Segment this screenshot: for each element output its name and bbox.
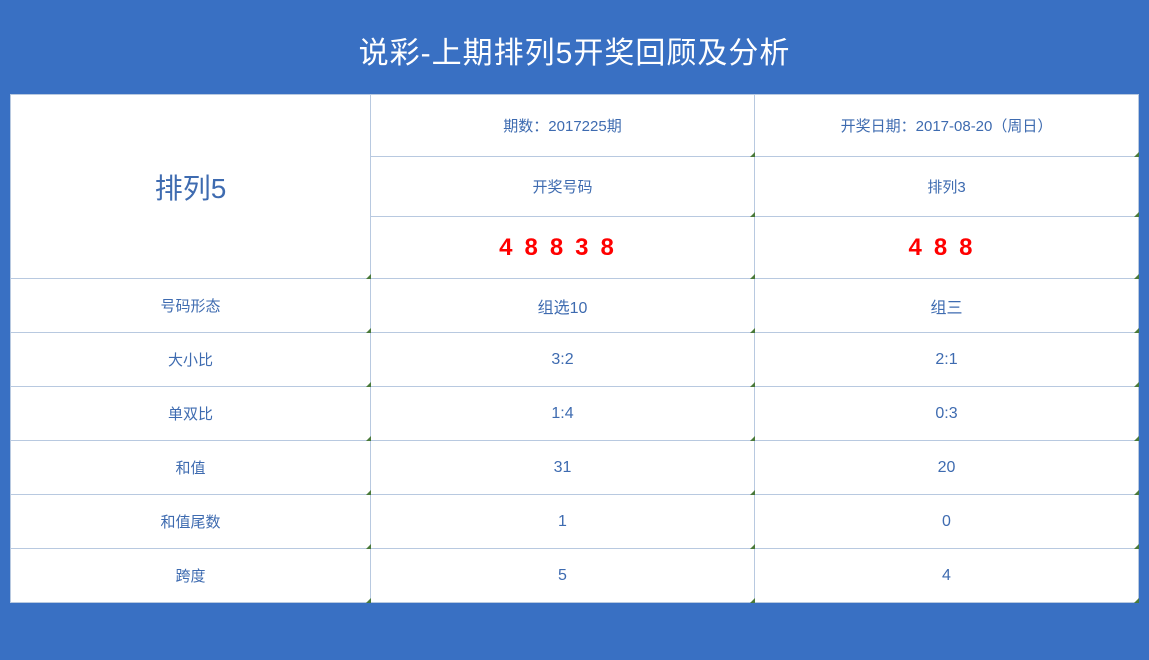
data-row-5: 跨度 5 4 — [11, 549, 1139, 603]
row-label-1: 大小比 — [11, 333, 371, 387]
row-1-col2: 2:1 — [755, 333, 1139, 387]
number-col2: 488 — [755, 217, 1139, 279]
row-label-0: 号码形态 — [11, 279, 371, 333]
row-5-col2: 4 — [755, 549, 1139, 603]
row-2-col2: 0:3 — [755, 387, 1139, 441]
number-col1: 48838 — [371, 217, 755, 279]
data-row-0: 号码形态 组选10 组三 — [11, 279, 1139, 333]
row-2-col1: 1:4 — [371, 387, 755, 441]
data-row-1: 大小比 3:2 2:1 — [11, 333, 1139, 387]
sub-header-col1: 开奖号码 — [371, 157, 755, 217]
data-row-3: 和值 31 20 — [11, 441, 1139, 495]
header-row-1: 排列5 期数：2017225期 开奖日期：2017-08-20（周日） — [11, 95, 1139, 157]
issue-label: 期数： — [503, 118, 548, 135]
row-label-2: 单双比 — [11, 387, 371, 441]
date-label: 开奖日期： — [841, 118, 916, 135]
row-3-col2: 20 — [755, 441, 1139, 495]
data-row-4: 和值尾数 1 0 — [11, 495, 1139, 549]
date-value: 2017-08-20（周日） — [916, 118, 1053, 135]
row-0-col2: 组三 — [755, 279, 1139, 333]
date-cell: 开奖日期：2017-08-20（周日） — [755, 95, 1139, 157]
issue-value: 2017225期 — [548, 118, 621, 135]
main-label-cell: 排列5 — [11, 95, 371, 279]
row-5-col1: 5 — [371, 549, 755, 603]
lottery-table: 排列5 期数：2017225期 开奖日期：2017-08-20（周日） 开奖号码… — [10, 94, 1139, 603]
row-4-col2: 0 — [755, 495, 1139, 549]
issue-cell: 期数：2017225期 — [371, 95, 755, 157]
row-0-col1: 组选10 — [371, 279, 755, 333]
row-4-col1: 1 — [371, 495, 755, 549]
row-3-col1: 31 — [371, 441, 755, 495]
row-label-4: 和值尾数 — [11, 495, 371, 549]
sub-header-col2: 排列3 — [755, 157, 1139, 217]
data-row-2: 单双比 1:4 0:3 — [11, 387, 1139, 441]
row-label-3: 和值 — [11, 441, 371, 495]
page-title: 说彩-上期排列5开奖回顾及分析 — [10, 10, 1139, 94]
lottery-analysis-container: 说彩-上期排列5开奖回顾及分析 排列5 期数：2017225期 开奖日期：201… — [10, 10, 1139, 603]
row-1-col1: 3:2 — [371, 333, 755, 387]
row-label-5: 跨度 — [11, 549, 371, 603]
